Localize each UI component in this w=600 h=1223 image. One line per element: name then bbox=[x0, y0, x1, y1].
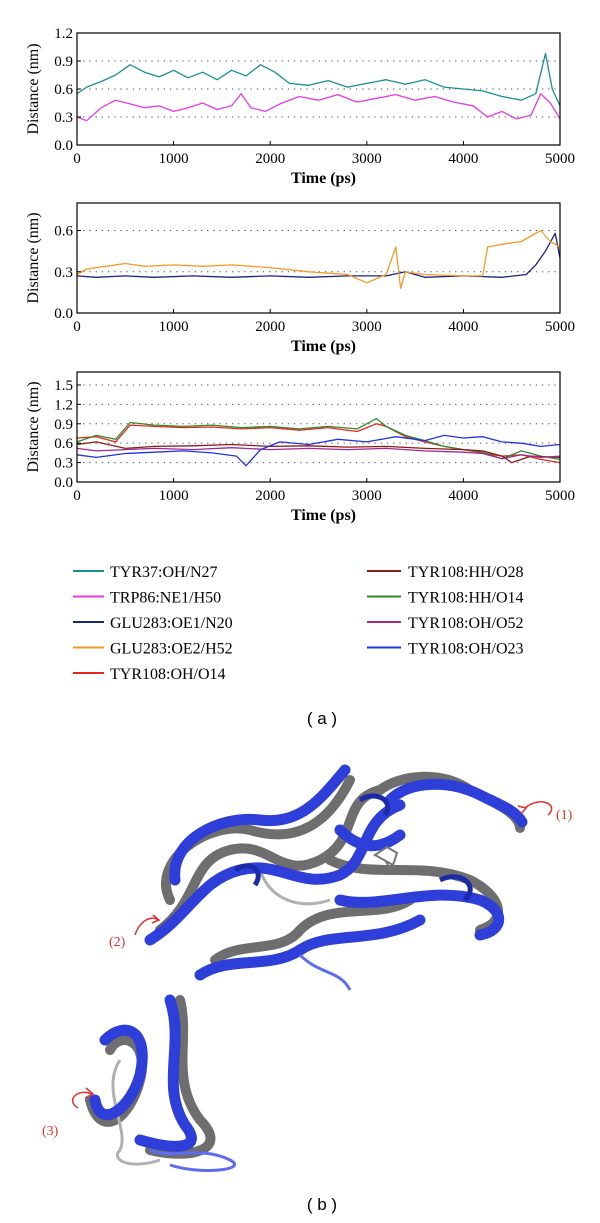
series-line-s4 bbox=[76, 229, 561, 289]
y-axis-label: Distance (nm) bbox=[25, 381, 42, 472]
x-tick-label: 3000 bbox=[352, 488, 382, 504]
x-tick-label: 0 bbox=[73, 488, 81, 504]
protein-structure-image bbox=[85, 764, 528, 1172]
series-line-s3 bbox=[76, 232, 561, 278]
legend-label: TYR108:OH/O52 bbox=[408, 615, 524, 632]
x-tick-label: 1000 bbox=[159, 488, 189, 504]
series-line-s2 bbox=[76, 93, 561, 122]
x-axis-label: Time (ps) bbox=[291, 338, 356, 355]
x-tick-label: 4000 bbox=[448, 488, 478, 504]
x-tick-label: 5000 bbox=[545, 319, 575, 335]
y-axis-label: Distance (nm) bbox=[25, 43, 42, 134]
legend-label: TYR108:OH/O23 bbox=[408, 641, 524, 658]
x-tick-label: 1000 bbox=[159, 319, 189, 335]
chart-2: 0.0 0.3 0.6 0 1000 2000 3000 4000 5000 Time (ps) D… bbox=[25, 202, 575, 355]
x-axis-label: Time (ps) bbox=[291, 170, 356, 187]
x-tick-label: 0 bbox=[73, 151, 81, 167]
callout-label-2: (2) bbox=[109, 935, 126, 950]
legend-entry-s5: TYR108:OH/O14 bbox=[73, 666, 226, 683]
x-tick-label: 4000 bbox=[448, 319, 478, 335]
series-line-s7 bbox=[76, 417, 561, 461]
y-tick-label: 0.0 bbox=[54, 138, 73, 154]
plot-frame bbox=[76, 202, 561, 314]
legend-label: GLU283:OE1/N20 bbox=[110, 615, 233, 632]
legend-label: TYR108:HH/O28 bbox=[408, 564, 524, 581]
y-tick-label: 0.0 bbox=[54, 306, 73, 322]
series-line-s9 bbox=[76, 434, 561, 467]
plot-frame bbox=[76, 32, 561, 146]
y-tick-label: 0.3 bbox=[54, 456, 73, 472]
legend-entry-s2: TRP86:NE1/H50 bbox=[73, 590, 221, 607]
callout-arrows bbox=[71, 801, 553, 1109]
chart-1: 0.0 0.3 0.6 0.9 1.2 0 1000 2000 3000 4000 5000 Time… bbox=[25, 26, 575, 187]
callout-label-1: (1) bbox=[556, 808, 573, 823]
panel-a-label: ( a ) bbox=[307, 709, 337, 728]
x-tick-label: 4000 bbox=[448, 151, 478, 167]
x-tick-label: 3000 bbox=[352, 151, 382, 167]
x-tick-label: 1000 bbox=[159, 151, 189, 167]
legend-entry-s4: GLU283:OE2/H52 bbox=[73, 641, 233, 658]
panel-a-plots: 0.0 0.3 0.6 0.9 1.2 0 1000 2000 3000 4000 5000 Time… bbox=[25, 26, 575, 524]
panel-b-label: ( b ) bbox=[307, 1195, 337, 1214]
legend-entry-s6: TYR108:HH/O28 bbox=[367, 564, 524, 581]
x-tick-label: 5000 bbox=[545, 488, 575, 504]
y-tick-label: 1.2 bbox=[54, 397, 73, 413]
x-tick-label: 2000 bbox=[255, 488, 285, 504]
x-axis-label: Time (ps) bbox=[291, 507, 356, 524]
legend-label: TRP86:NE1/H50 bbox=[110, 590, 221, 607]
y-tick-label: 0.0 bbox=[54, 475, 73, 491]
legend-label: TYR108:OH/O14 bbox=[110, 666, 226, 683]
legend-entry-s1: TYR37:OH/N27 bbox=[73, 564, 218, 581]
y-tick-label: 0.9 bbox=[54, 54, 73, 70]
series-line-s1 bbox=[76, 52, 561, 107]
legend-entry-s8: TYR108:OH/O52 bbox=[367, 615, 524, 632]
callout-label-3: (3) bbox=[42, 1124, 59, 1139]
y-tick-label: 1.2 bbox=[54, 26, 73, 42]
x-tick-label: 2000 bbox=[255, 151, 285, 167]
legend: TYR37:OH/N27 TRP86:NE1/H50 GLU283:OE1/N20 G… bbox=[73, 564, 524, 683]
legend-entry-s9: TYR108:OH/O23 bbox=[367, 641, 524, 658]
x-tick-label: 3000 bbox=[352, 319, 382, 335]
legend-label: TYR108:HH/O14 bbox=[408, 590, 524, 607]
legend-entry-s7: TYR108:HH/O14 bbox=[367, 590, 524, 607]
legend-entry-s3: GLU283:OE1/N20 bbox=[73, 615, 233, 632]
legend-label: TYR37:OH/N27 bbox=[110, 564, 218, 581]
y-tick-label: 0.3 bbox=[54, 265, 73, 281]
y-tick-label: 0.6 bbox=[54, 82, 73, 98]
series-line-s8 bbox=[76, 447, 561, 460]
x-tick-label: 5000 bbox=[545, 151, 575, 167]
y-axis-label: Distance (nm) bbox=[25, 212, 42, 303]
y-tick-label: 0.6 bbox=[54, 436, 73, 452]
x-tick-label: 0 bbox=[73, 319, 81, 335]
chart-3: 0.0 0.3 0.6 0.9 1.2 1.5 0 1000 2000 3000 4000 5000 T… bbox=[25, 371, 575, 524]
x-tick-label: 2000 bbox=[255, 319, 285, 335]
y-tick-label: 0.9 bbox=[54, 417, 73, 433]
y-tick-label: 0.3 bbox=[54, 110, 73, 126]
plot-frame bbox=[76, 371, 561, 483]
y-tick-label: 0.6 bbox=[54, 224, 73, 240]
y-tick-label: 1.5 bbox=[54, 378, 73, 394]
legend-label: GLU283:OE2/H52 bbox=[110, 641, 233, 658]
